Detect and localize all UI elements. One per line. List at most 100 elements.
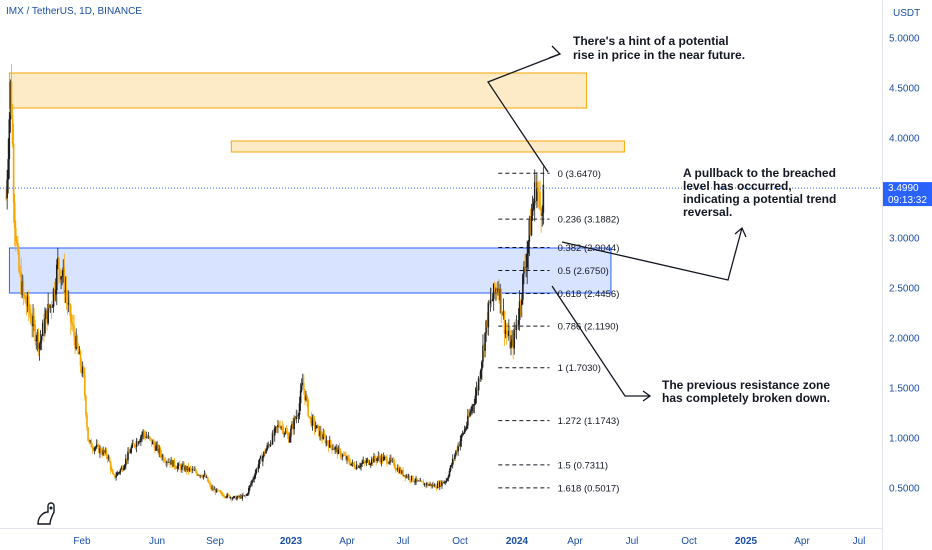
candle-body [468, 415, 470, 417]
candle-body [166, 461, 168, 463]
candle-body [201, 476, 204, 478]
candle-body [407, 475, 410, 478]
candle-body [409, 479, 412, 481]
support-zone-2[interactable] [8, 247, 612, 294]
arrow-right[interactable] [561, 227, 743, 281]
time-axis-ticks[interactable]: Feb Jun Sep 2023 Apr Jul Oct 2024 Apr Jul Oct 2025 A… [73, 536, 865, 547]
candle-body [474, 395, 477, 404]
candle-body [36, 332, 39, 340]
candle-body [490, 299, 493, 302]
candle-body [443, 482, 445, 484]
candle-body [428, 484, 430, 486]
candle-body [52, 288, 55, 307]
candle-body [362, 460, 364, 463]
candle-body [184, 466, 186, 471]
candle-body [171, 459, 174, 467]
candle-body [229, 497, 232, 498]
annotation-pullback: A pullback to the breached level has occ… [683, 166, 840, 219]
candle-body [505, 329, 508, 333]
candle-body [218, 490, 221, 492]
candle-body [53, 288, 56, 295]
candle-body [60, 276, 62, 280]
time-tick-label-4: Apr [339, 536, 355, 547]
candle-body [460, 434, 463, 442]
candle-body [238, 495, 240, 498]
candle-body [447, 476, 450, 479]
candle-body [473, 403, 476, 406]
candle-body [390, 457, 393, 461]
candle-body [307, 399, 309, 417]
candle-body [317, 425, 319, 426]
candle-body [16, 241, 18, 244]
candle-body [228, 495, 231, 498]
candle-body [451, 458, 454, 465]
candle-body [295, 416, 298, 419]
arrow-down[interactable] [551, 285, 650, 397]
candle-body [516, 324, 519, 326]
resistance-zone-0[interactable] [8, 72, 588, 109]
candle-body [50, 305, 53, 308]
resistance-zone-1[interactable] [230, 140, 625, 153]
candle-body [241, 494, 244, 499]
fib-level-label-7: 1.272 (1.1743) [558, 416, 620, 427]
time-tick-label-6: Oct [452, 536, 468, 547]
candle-body [308, 416, 311, 418]
candle-body [244, 495, 247, 497]
candle-body [305, 396, 307, 401]
candle-body [400, 469, 402, 474]
countdown-label: 09:13:32 [888, 195, 927, 206]
candle-body [175, 467, 178, 469]
candle-body [537, 188, 539, 192]
candle-body [118, 472, 121, 474]
candle-body [248, 488, 250, 494]
candle-body [23, 294, 26, 297]
candle-body [57, 258, 59, 265]
candle-body [256, 468, 259, 470]
candle-body [433, 484, 436, 487]
candle-body [430, 484, 432, 487]
candle-body [321, 436, 323, 440]
candle-body [64, 290, 67, 293]
candle-body [246, 493, 249, 495]
arrow-up-left[interactable] [487, 53, 561, 173]
candle-body [421, 481, 424, 483]
candle-body [405, 475, 408, 478]
candle-body [103, 450, 106, 453]
annotation-arrows[interactable] [487, 45, 747, 402]
candle-body [282, 427, 285, 435]
candle-body [22, 281, 25, 295]
time-tick-label-2: Sep [206, 536, 224, 547]
candle-body [145, 436, 148, 438]
candle-body [126, 458, 128, 461]
candle-body [488, 302, 491, 304]
candle-body [313, 419, 316, 429]
candle-body [151, 441, 154, 445]
candle-body [14, 227, 17, 242]
candle-body [200, 475, 203, 477]
candle-body [458, 445, 461, 447]
candle-body [332, 449, 334, 450]
price-axis-ticks[interactable]: 5.0000 4.5000 4.0000 3.0000 2.5000 2.0000 1.50… [889, 34, 920, 495]
time-tick-label-3: 2023 [280, 536, 303, 547]
candle-body [48, 303, 51, 309]
candle-body [519, 301, 522, 306]
candle-body [330, 440, 332, 446]
candle-body [88, 440, 90, 442]
candle-body [426, 483, 428, 486]
candle-body [366, 459, 369, 461]
candle-body [180, 465, 182, 470]
fib-level-label-0: 0 (3.6470) [558, 169, 601, 180]
symbol-header[interactable]: IMX / TetherUS, 1D, BINANCE [6, 6, 142, 17]
candle-body [483, 345, 485, 351]
annotation-pullback-line-2: level has occurred, [683, 179, 792, 193]
candle-body [435, 487, 438, 489]
candle-body [163, 460, 166, 462]
candle-body [528, 219, 531, 242]
candle-body [532, 202, 535, 210]
currency-label[interactable]: USDT [893, 8, 920, 19]
candle-body [386, 457, 388, 464]
candle-body [346, 456, 348, 460]
candle-body [348, 458, 350, 463]
candle-body [445, 480, 448, 482]
